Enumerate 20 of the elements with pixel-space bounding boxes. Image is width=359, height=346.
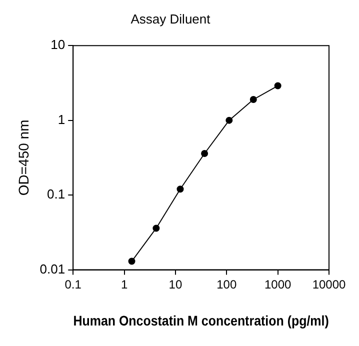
- y-tick-label: 0.01: [40, 261, 66, 276]
- point: [201, 150, 208, 157]
- x-tick-label: 1: [120, 277, 128, 292]
- chart-title: Assay Diluent: [130, 11, 211, 26]
- point: [226, 116, 233, 124]
- x-tick-label: 1000: [264, 277, 292, 292]
- point: [128, 258, 136, 265]
- y-axis-title: OD=450 nm: [15, 120, 32, 196]
- point: [176, 186, 184, 193]
- y-tick-label: 0.1: [47, 186, 66, 202]
- x-tick-label: 10000: [312, 277, 346, 292]
- x-tick-label: 10: [168, 277, 182, 292]
- x-tick-label: 100: [216, 277, 237, 292]
- x-tick-label: 0.1: [64, 277, 82, 292]
- point: [250, 96, 257, 103]
- y-tick-label: 1: [58, 112, 66, 127]
- x-axis-title: Human Oncostatin M concentration (pg/ml): [73, 312, 329, 329]
- point: [274, 82, 282, 90]
- y-tick-label: 10: [50, 37, 66, 52]
- point: [152, 224, 160, 232]
